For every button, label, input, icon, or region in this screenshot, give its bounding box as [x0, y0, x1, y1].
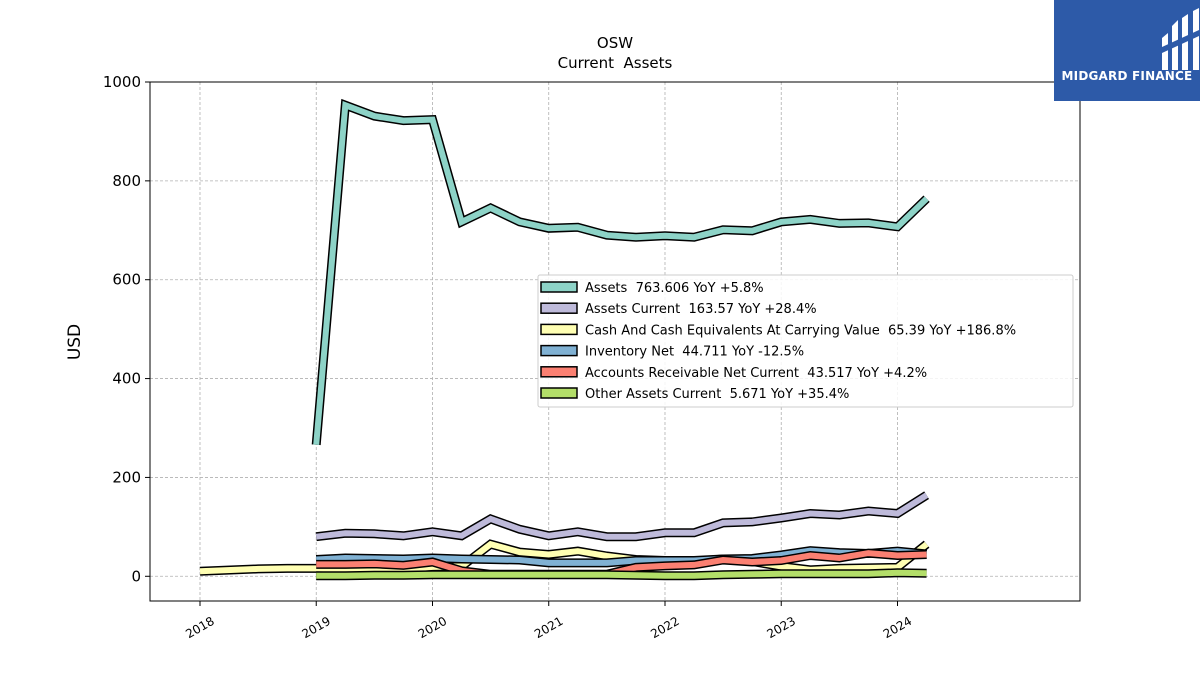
legend: Assets 763.606 YoY +5.8% Assets Current 1… — [537, 274, 1074, 408]
x-tick-label: 2024 — [881, 614, 914, 641]
legend-entry: Assets Current 163.57 YoY +28.4% — [585, 302, 817, 317]
series-line-fill — [315, 492, 929, 540]
legend-swatch — [540, 281, 578, 293]
legend-swatch — [540, 366, 578, 378]
series-line-fill — [313, 101, 929, 446]
brand-name: MIDGARD FINANCE — [1061, 69, 1193, 83]
x-tick-label: 2021 — [532, 614, 565, 641]
chart-subtitle: Current Assets — [558, 54, 673, 72]
brand-logo: MIDGARD FINANCE — [1054, 0, 1200, 101]
y-axis-label: USD — [65, 324, 85, 360]
series-line — [315, 546, 928, 568]
series-line-fill — [316, 547, 927, 566]
legend-entry: Accounts Receivable Net Current 43.517 Y… — [585, 366, 927, 381]
y-tick-label: 200 — [112, 468, 141, 486]
x-tick-label: 2022 — [648, 614, 681, 641]
chart-title: OSW — [597, 34, 633, 52]
brand-mark-icon — [1162, 8, 1199, 70]
legend-box — [537, 274, 1074, 408]
x-tick-label: 2020 — [416, 614, 449, 641]
y-tick-label: 400 — [112, 370, 141, 388]
y-tick-label: 1000 — [103, 73, 141, 91]
legend-entry: Other Assets Current 5.671 YoY +35.4% — [585, 387, 849, 402]
legend-entry: Assets 763.606 YoY +5.8% — [585, 281, 764, 296]
series-lines — [199, 98, 930, 581]
legend-entry: Cash And Cash Equivalents At Carrying Va… — [585, 323, 1016, 338]
x-tick-label: 2023 — [765, 614, 798, 641]
series-line — [315, 491, 929, 542]
x-tick-label: 2018 — [183, 614, 216, 641]
series-line-fill — [316, 569, 927, 579]
series-line — [316, 568, 927, 581]
x-tick-label: 2019 — [300, 614, 333, 641]
y-tick-label: 600 — [112, 271, 141, 289]
y-tick-label: 0 — [131, 567, 141, 585]
y-tick-label: 800 — [112, 172, 141, 190]
legend-swatch — [540, 387, 578, 399]
legend-swatch — [540, 302, 578, 314]
legend-swatch — [540, 344, 578, 357]
legend-entry: Inventory Net 44.711 YoY -12.5% — [585, 345, 804, 360]
legend-swatch — [540, 323, 578, 336]
plot-frame — [149, 81, 1081, 602]
series-line — [311, 98, 930, 446]
